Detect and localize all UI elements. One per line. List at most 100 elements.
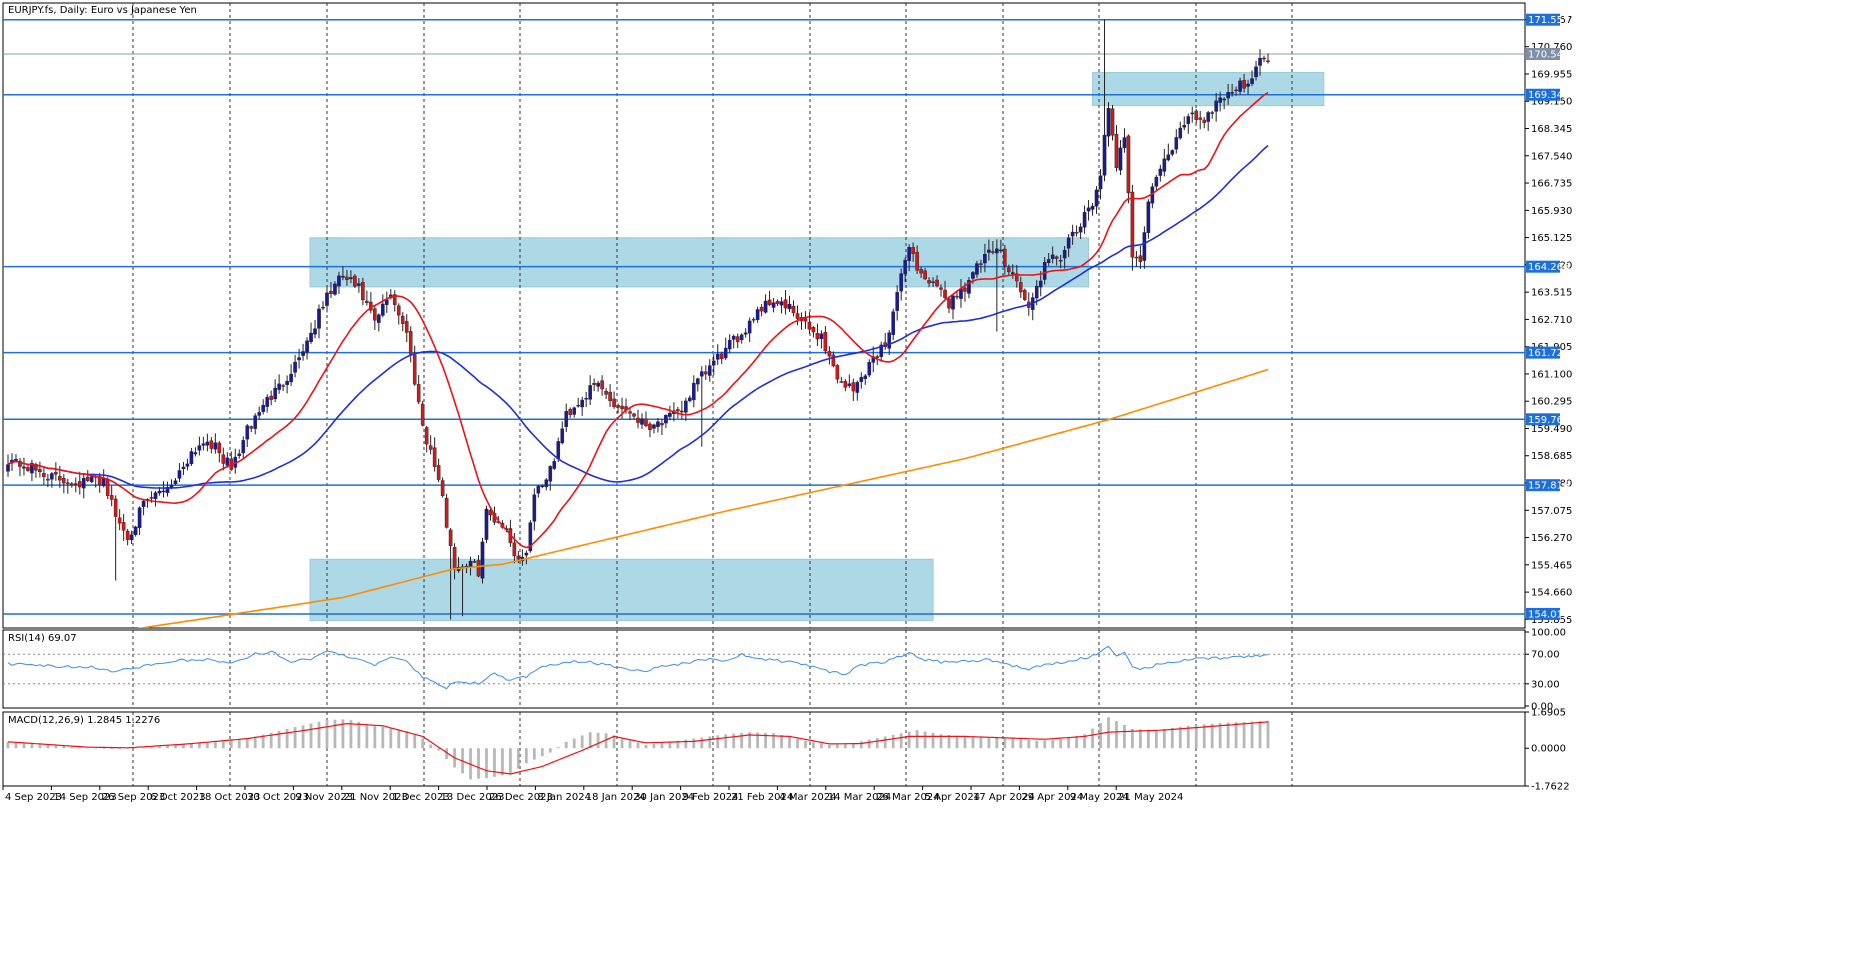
macd-histogram-bar: [1123, 725, 1126, 749]
macd-histogram-bar: [1146, 729, 1150, 749]
macd-histogram-bar: [190, 743, 193, 749]
macd-histogram-bar: [293, 727, 297, 749]
candle-body: [927, 280, 931, 284]
candle-body: [1011, 272, 1015, 275]
candle-body: [1090, 205, 1095, 210]
candle-body: [257, 412, 262, 416]
macd-histogram-bar: [812, 742, 815, 749]
candle-body: [1190, 112, 1195, 115]
macd-histogram-bar: [851, 742, 855, 749]
macd-histogram-bar: [580, 735, 584, 749]
candle-body: [337, 275, 341, 287]
candle-body: [193, 452, 198, 455]
candle-body: [18, 460, 22, 467]
candle-body: [991, 251, 995, 253]
price-tick-label: 169.150: [1531, 97, 1572, 108]
macd-histogram-bar: [724, 734, 728, 749]
candle-body: [408, 331, 413, 355]
candle-body: [1146, 201, 1151, 234]
rsi-tick-label: 70.00: [1531, 650, 1560, 661]
candle-body: [584, 397, 588, 400]
candle-body: [867, 362, 872, 376]
macd-histogram-bar: [1003, 737, 1007, 749]
candle-body: [420, 403, 425, 426]
price-tick-label: 156.270: [1531, 533, 1572, 544]
candle-body: [285, 381, 289, 385]
candle-body: [317, 308, 321, 329]
macd-histogram-bar: [516, 748, 520, 769]
macd-histogram-bar: [413, 734, 417, 749]
candle-body: [269, 395, 273, 400]
candle-body: [855, 382, 860, 393]
price-pane-frame: [2, 2, 1526, 629]
candle-body: [983, 254, 987, 264]
macd-histogram-bar: [501, 748, 504, 776]
macd-histogram-bar: [174, 744, 177, 749]
candle-body: [1018, 282, 1023, 293]
candle-body: [1074, 231, 1079, 234]
candle-body: [739, 334, 744, 341]
candle-body: [404, 321, 409, 333]
macd-histogram-bar: [955, 735, 959, 749]
candle-body: [225, 457, 230, 466]
candle-body: [293, 361, 297, 373]
candle-body: [847, 383, 852, 386]
candle-body: [1214, 100, 1218, 112]
macd-histogram-bar: [493, 748, 496, 777]
rsi-tick-label: 0.00: [1531, 702, 1553, 713]
candle-body: [105, 478, 110, 496]
candle-body: [277, 383, 281, 390]
candle-body: [313, 328, 317, 335]
macd-histogram-bar: [213, 741, 217, 749]
macd-histogram-bar: [756, 732, 760, 749]
macd-histogram-bar: [827, 745, 831, 749]
candle-body: [676, 409, 680, 412]
candle-body: [1154, 176, 1159, 187]
candle-body: [987, 249, 991, 253]
candle-body: [448, 529, 453, 547]
candle-body: [664, 415, 668, 424]
macd-histogram-bar: [1258, 721, 1262, 749]
candle-body: [803, 318, 808, 322]
macd-histogram-bar: [341, 719, 345, 749]
candle-body: [995, 248, 999, 254]
candle-body: [951, 295, 955, 310]
candle-body: [73, 483, 78, 485]
macd-histogram-bar: [1194, 725, 1198, 749]
macd-histogram-bar: [1234, 722, 1238, 749]
price-level-tag: [1526, 346, 1560, 359]
price-level-label: 171.557: [1528, 15, 1569, 26]
price-tick-label: 161.100: [1531, 369, 1572, 380]
x-tick-label: 21 May 2024: [1118, 792, 1183, 803]
candle-body: [58, 476, 62, 481]
macd-histogram-bar: [317, 721, 321, 749]
macd-histogram-bar: [197, 742, 201, 749]
price-level-tag: [1526, 13, 1560, 26]
x-tick-label: 26 Dec 2023: [489, 792, 553, 803]
candle-body: [329, 290, 333, 294]
macd-histogram-bar: [86, 748, 90, 749]
candle-body: [943, 289, 947, 299]
candle-body: [616, 405, 620, 408]
candle-body: [1266, 60, 1270, 62]
candle-body: [903, 259, 907, 275]
price-tick-label: 163.515: [1531, 288, 1572, 299]
price-level-tag: [1526, 479, 1560, 492]
candle-body: [1114, 134, 1119, 168]
macd-histogram-bar: [1067, 737, 1071, 749]
macd-histogram-bar: [182, 743, 185, 749]
candle-body: [50, 473, 54, 480]
candle-body: [1226, 92, 1230, 99]
candle-body: [592, 382, 596, 386]
macd-histogram-bar: [78, 747, 82, 749]
candles: [6, 19, 1270, 620]
candle-body: [1098, 175, 1103, 190]
candle-body: [121, 522, 126, 531]
macd-histogram-bar: [269, 732, 273, 749]
x-tick-label: 5 Apr 2024: [925, 792, 980, 803]
candle-body: [1262, 57, 1266, 60]
macd-histogram-bar: [995, 737, 999, 749]
price-tick-label: 168.345: [1531, 124, 1572, 135]
candle-body: [62, 477, 66, 484]
macd-histogram-bar: [1178, 726, 1182, 749]
